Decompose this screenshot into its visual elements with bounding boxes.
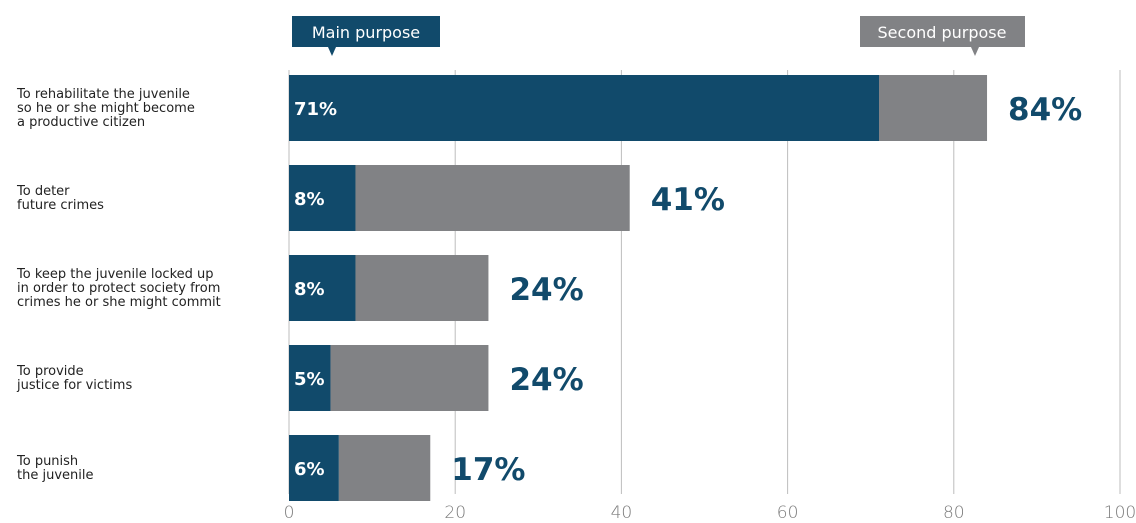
bar-main	[289, 75, 880, 141]
bar-main	[289, 165, 356, 231]
bar-second	[355, 165, 630, 231]
main-value-label: 5%	[294, 369, 325, 390]
category-label: To punish	[16, 454, 78, 469]
total-value-label: 24%	[509, 362, 583, 398]
x-tick-label: 0	[284, 503, 295, 523]
legend-second: Second purpose	[860, 16, 1025, 56]
total-value-label: 24%	[509, 272, 583, 308]
bar-second	[879, 75, 988, 141]
category-label: crimes he or she might commit	[17, 295, 221, 310]
category-label: future crimes	[17, 198, 104, 213]
category-label: the juvenile	[17, 468, 93, 483]
total-value-label: 41%	[651, 182, 725, 218]
main-value-label: 8%	[294, 279, 325, 300]
legend-main-label: Main purpose	[312, 23, 420, 42]
category-label: To keep the juvenile locked up	[16, 267, 214, 282]
category-label: To provide	[16, 364, 84, 379]
bar-main	[289, 435, 339, 501]
category-label: so he or she might become	[17, 101, 195, 116]
legend-main-box	[292, 16, 440, 47]
legend-second-pointer	[971, 47, 979, 56]
main-value-label: 71%	[294, 99, 337, 120]
x-tick-label: 40	[611, 503, 633, 523]
bar-main	[289, 255, 356, 321]
category-label: justice for victims	[16, 378, 132, 393]
category-label: a productive citizen	[17, 115, 145, 130]
x-tick-label: 80	[943, 503, 965, 523]
legend-second-box	[860, 16, 1025, 47]
main-value-label: 8%	[294, 189, 325, 210]
bar-second	[330, 345, 489, 411]
x-tick-label: 20	[444, 503, 466, 523]
legend-main: Main purpose	[292, 16, 440, 56]
bar-second	[338, 435, 431, 501]
bar-second	[355, 255, 489, 321]
x-tick-label: 100	[1104, 503, 1136, 523]
category-label: To rehabilitate the juvenile	[16, 87, 190, 102]
category-label: in order to protect society from	[17, 281, 220, 296]
bar-main	[289, 345, 331, 411]
total-value-label: 84%	[1008, 92, 1082, 128]
total-value-label: 17%	[451, 452, 525, 488]
legend-main-pointer	[328, 47, 336, 56]
legend-second-label: Second purpose	[878, 23, 1007, 42]
x-tick-label: 60	[777, 503, 799, 523]
bars	[289, 75, 988, 501]
category-label: To deter	[16, 184, 70, 199]
main-value-label: 6%	[294, 459, 325, 480]
x-axis: 0 20 40 60 80 100	[284, 503, 1136, 523]
